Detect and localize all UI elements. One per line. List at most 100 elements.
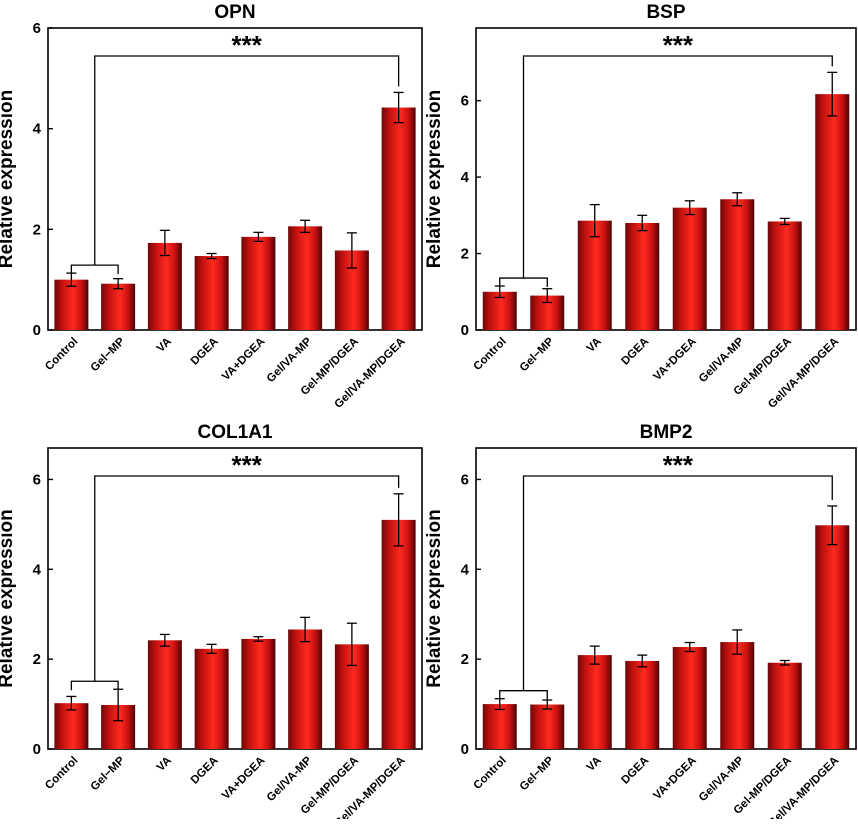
bar-6 [720, 199, 755, 330]
error-bar [66, 695, 77, 711]
bar-2 [101, 283, 136, 330]
x-tick-label: Control [471, 755, 508, 792]
significance-bracket [70, 55, 400, 275]
bar-4 [625, 222, 660, 330]
error-bar [346, 232, 357, 269]
chart-title: OPN [214, 2, 255, 23]
y-tick-label: 2 [33, 651, 41, 668]
y-axis-label: Relative expression [424, 509, 445, 687]
error-bar [393, 91, 404, 124]
error-bar [637, 654, 648, 668]
bar-1 [54, 703, 89, 749]
significance-bracket [70, 475, 400, 691]
x-tick-label: Gel/VA-MP [265, 754, 315, 804]
bar-6 [288, 226, 323, 330]
bar-1 [54, 279, 89, 330]
error-bar [393, 493, 404, 547]
error-bar [684, 200, 695, 216]
bar-8 [815, 525, 850, 749]
error-bar [827, 505, 838, 546]
x-tick-label: VA [585, 336, 604, 355]
x-tick-label: DGEA [189, 336, 221, 368]
x-tick-label: VA [155, 336, 174, 355]
chart-panel-col1a1: COL1A1 Relative expression 0 2 4 6 Control Gel−… [0, 422, 423, 824]
error-bar [684, 641, 695, 653]
y-tick-label: 0 [33, 322, 41, 339]
error-bar [253, 231, 264, 243]
bar-3 [577, 655, 612, 749]
y-tick-label: 0 [461, 741, 469, 758]
bar-5 [241, 638, 276, 749]
bar-4 [625, 660, 660, 749]
chart-title: BSP [646, 2, 685, 23]
y-axis-label: Relative expression [0, 509, 17, 687]
bar-8 [815, 94, 850, 330]
y-tick-label: 2 [33, 221, 41, 238]
x-tick-label: Control [43, 755, 80, 792]
bar-5 [241, 236, 276, 330]
plot-frame [47, 27, 423, 331]
x-tick-label: Gel−MP [518, 754, 557, 793]
y-tick-label: 4 [461, 169, 470, 186]
plot-frame [475, 447, 857, 750]
significance-bracket [499, 475, 833, 700]
error-bar [779, 217, 790, 226]
bar-3 [147, 640, 182, 749]
x-tick-label: Gel−MP [518, 335, 557, 374]
bar-3 [577, 220, 612, 330]
bar-5 [672, 207, 707, 330]
x-tick-label: Gel/VA-MP [697, 335, 747, 385]
bar-4 [194, 256, 229, 330]
y-tick-label: 4 [461, 561, 470, 578]
bar-8 [381, 519, 416, 749]
bar-6 [720, 642, 755, 749]
y-tick-label: 6 [461, 93, 469, 110]
y-tick-label: 6 [33, 20, 41, 37]
error-bar [732, 629, 743, 655]
y-tick-label: 4 [33, 561, 42, 578]
x-tick-label: VA+DGEA [220, 755, 267, 802]
error-bar [300, 616, 311, 643]
bar-5 [672, 647, 707, 749]
x-tick-label: VA+DGEA [651, 336, 698, 383]
error-bar [589, 203, 600, 238]
bar-3 [147, 242, 182, 330]
error-bar [346, 622, 357, 667]
error-bar [159, 229, 170, 257]
x-tick-label: VA [155, 755, 174, 774]
error-bar [542, 288, 553, 304]
chart-panel-bmp2: BMP2 Relative expression 0 2 4 6 Control Gel−MP… [424, 422, 857, 824]
bar-7 [767, 221, 802, 330]
error-bar [113, 278, 124, 290]
x-tick-label: VA+DGEA [220, 336, 267, 383]
bar-7 [767, 662, 802, 749]
plot-frame [475, 27, 857, 331]
x-tick-label: Gel/VA-MP [265, 335, 315, 385]
bar-6 [288, 629, 323, 749]
y-tick-label: 2 [461, 246, 469, 263]
y-tick-label: 0 [461, 322, 469, 339]
error-bar [542, 699, 553, 710]
bar-2 [530, 704, 565, 749]
x-tick-label: DGEA [619, 336, 651, 368]
chart-title: BMP2 [640, 422, 693, 443]
error-bar [637, 214, 648, 232]
bar-8 [381, 107, 416, 330]
x-tick-label: Control [471, 336, 508, 373]
x-tick-label: VA+DGEA [651, 755, 698, 802]
x-tick-label: Gel−MP [89, 335, 128, 374]
y-axis-label: Relative expression [0, 90, 17, 268]
error-bar [827, 71, 838, 117]
error-bar [206, 643, 217, 654]
chart-panel-bsp: BSP Relative expression 0 2 4 6 Control Gel−MP V… [424, 2, 857, 411]
error-bar [206, 252, 217, 260]
x-tick-label: VA [585, 755, 604, 774]
bar-4 [194, 648, 229, 749]
significance-label: *** [663, 30, 694, 60]
significance-bracket [499, 55, 833, 288]
y-tick-label: 6 [461, 471, 469, 488]
error-bar [589, 645, 600, 665]
x-tick-label: Gel/VA-MP [697, 754, 747, 804]
